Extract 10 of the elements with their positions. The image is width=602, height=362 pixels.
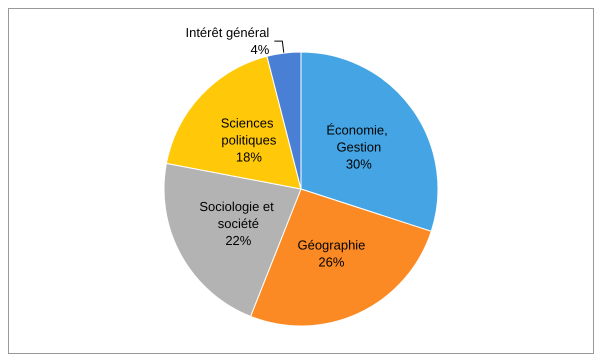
data-label: 18% <box>236 150 262 165</box>
data-label: 22% <box>225 232 252 248</box>
slice-label: Géographie <box>297 238 366 253</box>
data-label: 4% <box>250 42 270 58</box>
data-label: 30% <box>346 156 372 172</box>
slice-label: Intérêt général <box>185 25 270 40</box>
slice-label: Sciences politiques <box>220 116 278 148</box>
slice-label: Sociologie et société <box>199 198 278 231</box>
data-label: 26% <box>318 254 345 270</box>
slice-label: Économie, Gestion <box>326 122 392 154</box>
